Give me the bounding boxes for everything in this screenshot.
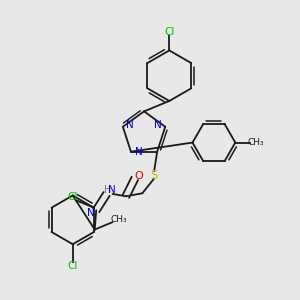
Text: N: N bbox=[108, 185, 116, 195]
Text: N: N bbox=[87, 208, 95, 218]
Text: O: O bbox=[134, 171, 143, 181]
Text: N: N bbox=[135, 147, 143, 157]
Text: Cl: Cl bbox=[164, 27, 175, 37]
Text: H: H bbox=[104, 185, 112, 195]
Text: N: N bbox=[126, 120, 134, 130]
Text: N: N bbox=[154, 120, 162, 130]
Text: Cl: Cl bbox=[67, 192, 78, 202]
Text: Cl: Cl bbox=[68, 261, 78, 271]
Text: CH₃: CH₃ bbox=[110, 215, 127, 224]
Text: CH₃: CH₃ bbox=[247, 138, 264, 147]
Text: S: S bbox=[151, 169, 158, 182]
